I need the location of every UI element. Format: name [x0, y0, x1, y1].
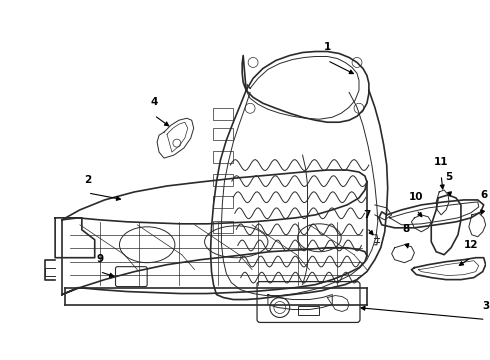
Text: 2: 2	[84, 175, 92, 185]
Text: 1: 1	[324, 42, 331, 53]
Text: 11: 11	[434, 157, 448, 167]
Text: 8: 8	[403, 224, 410, 234]
Text: 4: 4	[150, 97, 158, 107]
Bar	[214, 174, 233, 186]
Text: 6: 6	[480, 190, 488, 200]
Text: 7: 7	[363, 210, 370, 220]
Bar	[214, 221, 233, 233]
Text: 5: 5	[445, 172, 453, 182]
Bar	[297, 306, 319, 315]
Bar	[214, 108, 233, 120]
Bar	[214, 128, 233, 140]
Bar	[214, 196, 233, 208]
FancyBboxPatch shape	[257, 282, 360, 323]
Text: 12: 12	[464, 240, 478, 250]
Text: 10: 10	[409, 192, 424, 202]
Text: 9: 9	[96, 254, 103, 264]
Text: 3: 3	[482, 301, 490, 311]
Bar	[214, 151, 233, 163]
FancyBboxPatch shape	[116, 267, 147, 287]
